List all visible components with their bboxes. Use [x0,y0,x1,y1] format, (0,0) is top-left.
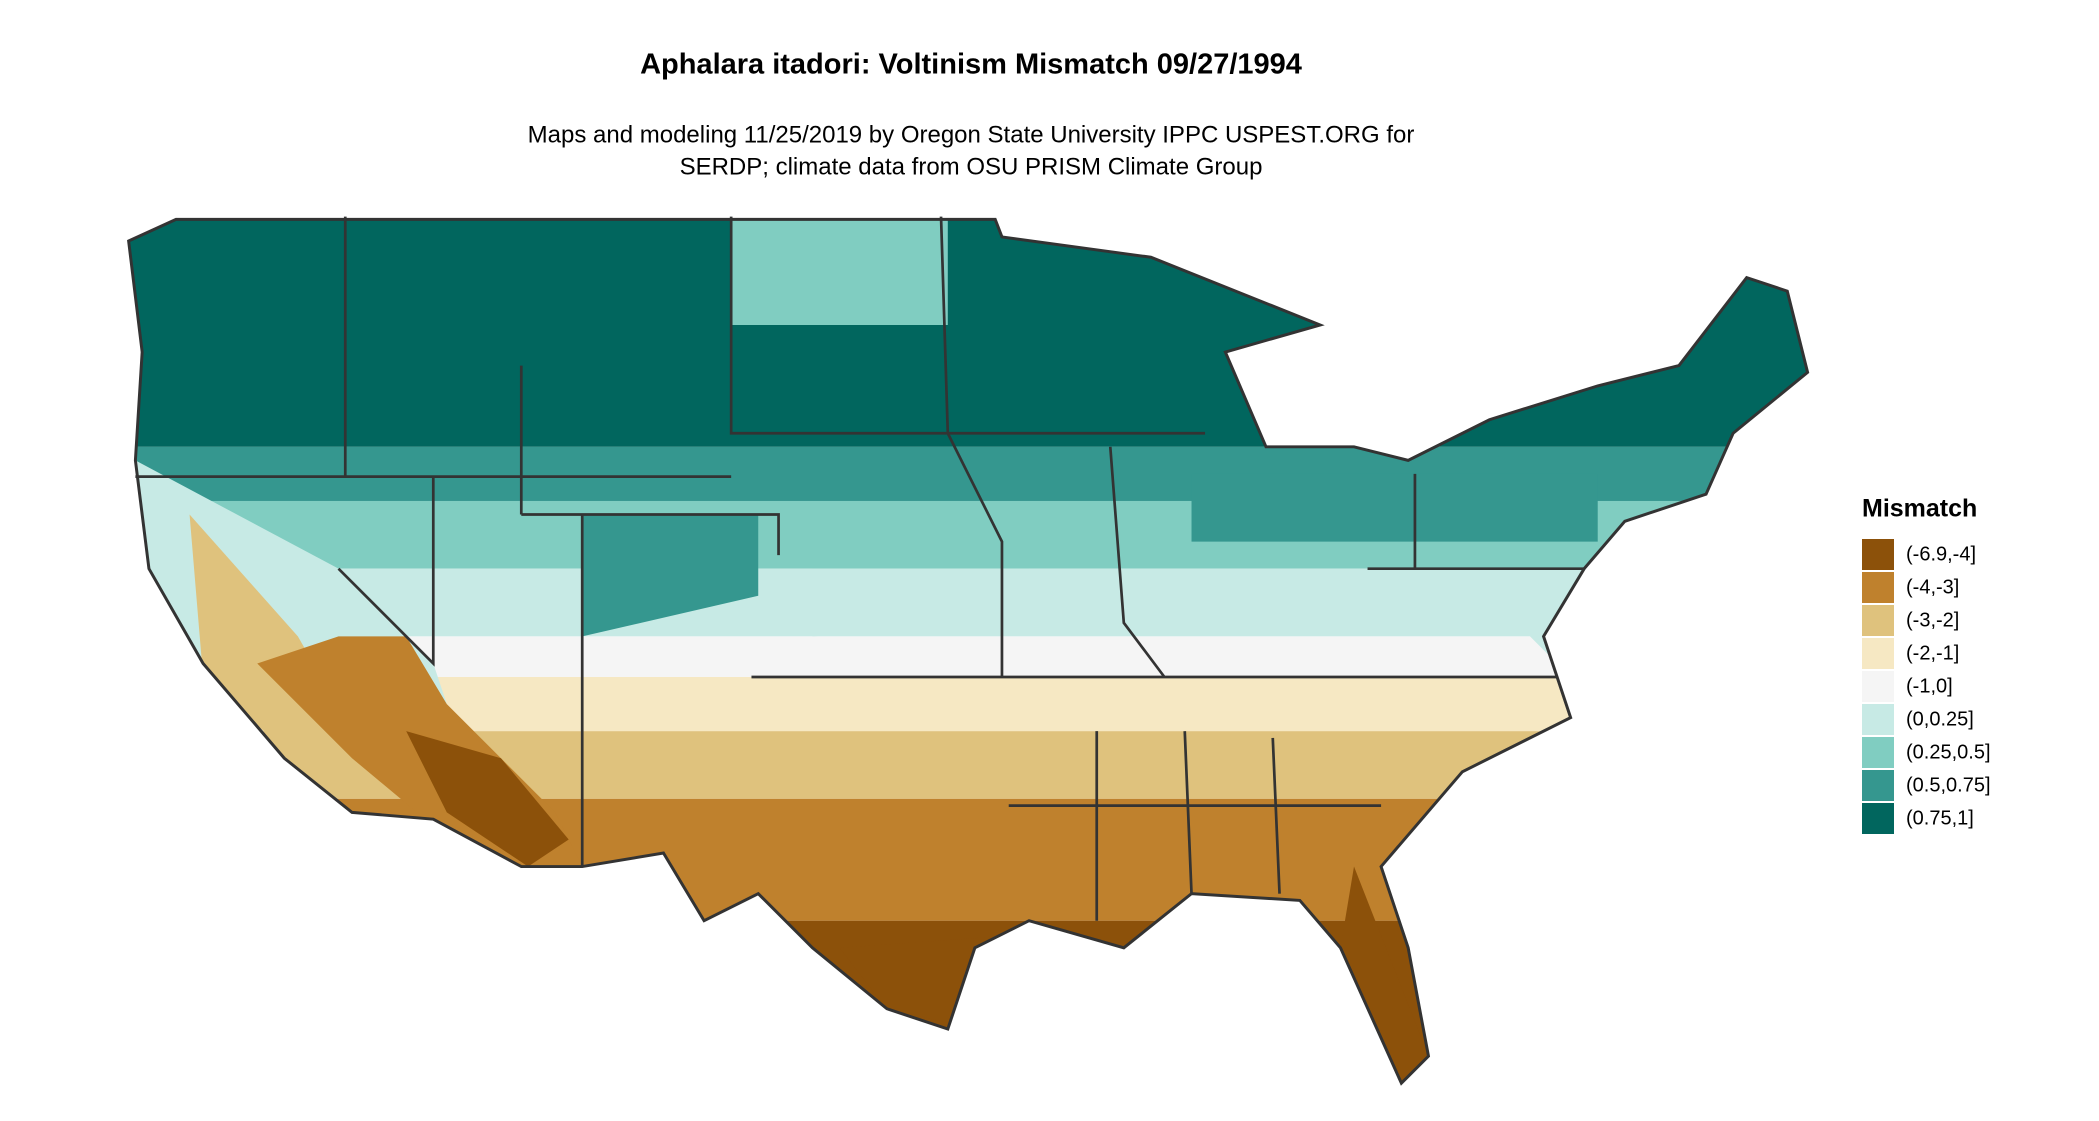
legend-label: (0,0.25] [1906,708,1974,730]
legend-label: (0.25,0.5] [1906,741,1991,763]
legend-label: (-4,-3] [1906,576,1959,598]
legend-label: (0.5,0.75] [1906,774,1991,796]
legend-label: (-2,-1] [1906,642,1959,664]
legend-swatch [1862,803,1894,834]
map-region [839,934,1030,1030]
state-borders [135,216,1585,921]
map-region [582,514,759,637]
title: Aphalara itadori: Voltinism Mismatch 09/… [640,49,1302,81]
legend-swatch [1862,605,1894,636]
legend-swatch [1862,638,1894,669]
subtitle: SERDP; climate data from OSU PRISM Clima… [680,153,1263,180]
map-region [731,219,948,325]
map [127,216,1810,1085]
map-region [128,798,1808,921]
legend-label: (0.75,1] [1906,807,1974,829]
legend-swatch [1862,770,1894,801]
legend: (-6.9,-4] (-4,-3] (-3,-2] (-2,-1] (-1,0] (0,0… [1862,539,1991,834]
subtitle: Maps and modeling 11/25/2019 by Oregon S… [528,121,1415,148]
map-region [812,568,1030,637]
legend-label: (-6.9,-4] [1906,543,1976,565]
legend-swatch [1862,671,1894,702]
map-region [1191,473,1598,542]
legend-label: (-1,0] [1906,675,1953,697]
legend-swatch [1862,572,1894,603]
map-region [128,219,1808,447]
legend-swatch [1862,539,1894,570]
legend-label: (-3,-2] [1906,609,1959,631]
legend-swatch [1862,704,1894,735]
map-region [406,731,569,867]
legend-swatch [1862,737,1894,768]
map-region [1340,866,1429,1084]
legend-title: Mismatch [1862,495,1977,523]
